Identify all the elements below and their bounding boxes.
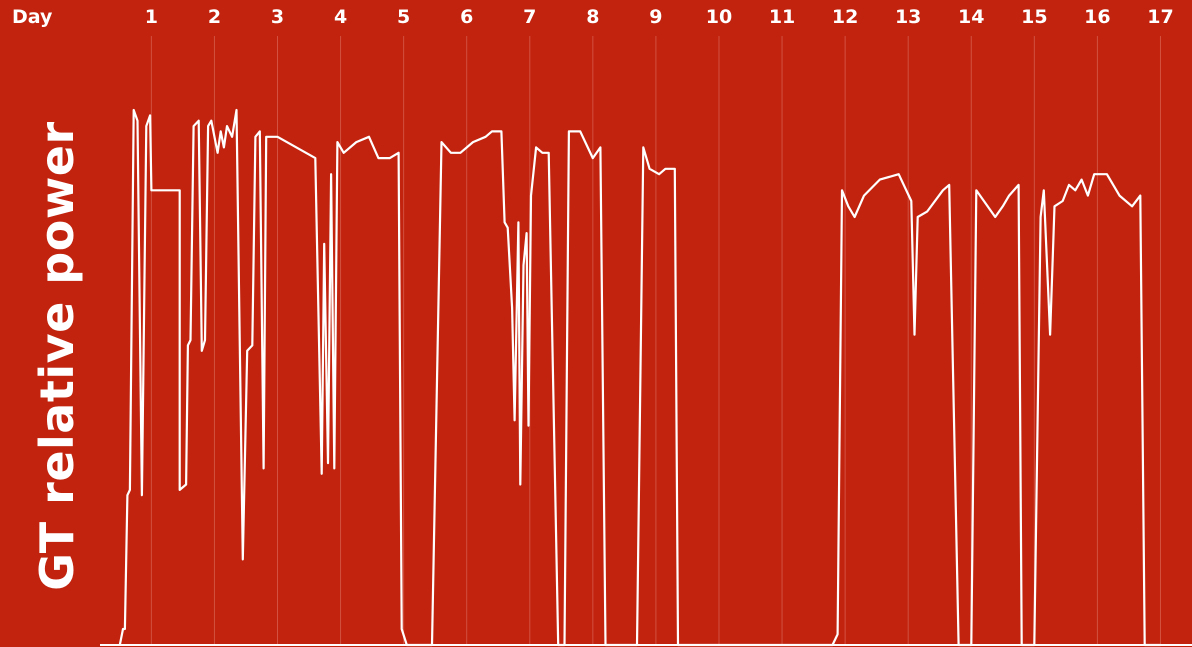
x-tick-label: 10 bbox=[706, 6, 732, 28]
x-tick-label: 9 bbox=[649, 6, 662, 28]
x-tick-labels: 1 2 3 4 5 6 7 8 9 10 11 12 13 14 15 16 17 bbox=[145, 6, 1174, 28]
x-tick-label: 4 bbox=[334, 6, 347, 28]
x-tick-label: 7 bbox=[523, 6, 536, 28]
x-tick-label: 1 bbox=[145, 6, 158, 28]
x-tick-label: 16 bbox=[1084, 6, 1110, 28]
x-tick-label: 3 bbox=[271, 6, 284, 28]
x-tick-label: 2 bbox=[208, 6, 221, 28]
series-line bbox=[118, 108, 1161, 647]
x-tick-label: 6 bbox=[460, 6, 473, 28]
y-axis-title: GT relative power bbox=[30, 121, 84, 591]
x-axis-title: Day bbox=[12, 6, 53, 28]
x-tick-label: 15 bbox=[1021, 6, 1047, 28]
gridlines bbox=[150, 36, 1161, 645]
series-group bbox=[118, 108, 1161, 647]
x-tick-label: 13 bbox=[895, 6, 921, 28]
x-tick-label: 12 bbox=[832, 6, 858, 28]
x-tick-label: 5 bbox=[397, 6, 410, 28]
x-tick-label: 17 bbox=[1147, 6, 1173, 28]
x-tick-label: 14 bbox=[958, 6, 984, 28]
x-tick-label: 8 bbox=[586, 6, 599, 28]
x-tick-label: 11 bbox=[769, 6, 795, 28]
